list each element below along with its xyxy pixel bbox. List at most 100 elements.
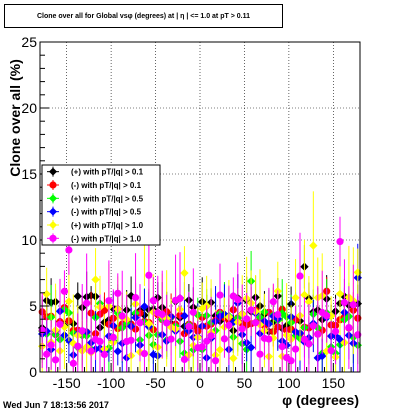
data-point	[247, 306, 255, 314]
data-point	[309, 241, 318, 250]
y-tick-label: 10	[21, 232, 37, 248]
data-point	[113, 347, 122, 356]
data-point	[327, 347, 335, 355]
data-point	[87, 347, 95, 355]
x-tick-label: 0	[196, 375, 204, 391]
legend-marker	[49, 194, 57, 203]
data-point	[238, 325, 246, 333]
data-point	[78, 327, 86, 335]
data-point	[296, 272, 304, 280]
legend-label: (-) with pT/|q| > 1.0	[71, 234, 142, 243]
data-point	[215, 345, 225, 354]
data-point	[234, 296, 242, 304]
x-axis-label: φ (degrees)	[282, 392, 359, 408]
y-axis-label: Clone over all (%)	[7, 59, 23, 176]
data-point	[43, 350, 51, 358]
legend-label: (-) with pT/|q| > 0.1	[71, 181, 142, 190]
data-point	[274, 310, 282, 319]
data-point	[300, 335, 309, 343]
data-point	[309, 322, 317, 330]
data-point	[251, 319, 260, 327]
data-point	[158, 310, 166, 319]
data-point	[349, 301, 357, 309]
data-point	[345, 323, 353, 332]
x-tick-label: 100	[277, 375, 301, 391]
data-point	[220, 335, 229, 343]
data-point	[91, 275, 100, 284]
legend: (+) with pT/|q| > 0.1 (-) with pT/|q| > 0…	[41, 164, 161, 246]
data-point	[74, 342, 82, 350]
x-tick-label: -100	[97, 375, 125, 391]
data-point	[167, 335, 175, 343]
legend-label: (+) with pT/|q| > 0.5	[71, 194, 144, 203]
data-point	[140, 302, 149, 311]
data-point	[100, 350, 109, 359]
legend-box	[41, 164, 161, 246]
data-point	[291, 345, 300, 353]
data-point	[131, 293, 140, 302]
legend-marker	[49, 221, 57, 229]
legend-marker	[49, 181, 57, 189]
x-tick-label: -150	[53, 375, 81, 391]
data-point	[340, 298, 349, 307]
data-point	[243, 315, 251, 323]
data-point	[335, 289, 345, 299]
data-point	[265, 335, 273, 343]
data-point	[225, 321, 233, 329]
data-point	[73, 292, 82, 301]
data-point	[140, 349, 149, 358]
data-point	[114, 289, 122, 297]
legend-label: (-) with pT/|q| > 0.5	[71, 208, 142, 217]
data-point	[180, 311, 189, 321]
data-point	[216, 291, 224, 299]
data-point	[145, 271, 153, 279]
data-point	[203, 337, 211, 345]
data-point	[65, 246, 73, 254]
y-tick-label: 0	[29, 364, 37, 380]
x-tick-label: -50	[145, 375, 165, 391]
data-point	[269, 298, 277, 306]
data-point	[318, 351, 327, 361]
legend-marker	[49, 167, 57, 176]
data-point	[96, 337, 104, 346]
timestamp: Wed Jun 7 18:13:56 2017	[3, 400, 109, 410]
data-point	[353, 268, 362, 277]
legend-label: (+) with pT/|q| > 1.0	[71, 221, 144, 230]
data-layer	[38, 191, 362, 372]
data-point	[64, 297, 74, 306]
data-point	[56, 320, 64, 328]
data-point	[305, 340, 313, 348]
legend-marker	[49, 207, 57, 216]
y-tick-label: 5	[29, 298, 37, 314]
legend-label: (+) with pT/|q| > 0.1	[71, 168, 144, 177]
data-point	[42, 289, 51, 299]
data-point	[323, 312, 331, 320]
data-point	[300, 290, 309, 300]
data-point	[185, 322, 193, 331]
x-tick-label: 150	[322, 375, 346, 391]
data-point	[83, 299, 91, 307]
data-point	[149, 297, 157, 305]
data-point	[211, 357, 220, 365]
data-point	[180, 355, 189, 363]
data-point	[127, 336, 135, 344]
data-point	[144, 319, 154, 328]
y-tick-label: 20	[21, 100, 37, 116]
data-point	[291, 293, 300, 302]
legend-marker	[49, 234, 57, 242]
data-point	[336, 237, 344, 246]
data-point	[180, 268, 189, 278]
data-point	[246, 343, 256, 352]
chart-title: Clone over all for Global vsφ (degrees) …	[4, 4, 283, 28]
data-point	[331, 327, 340, 336]
data-point	[314, 330, 322, 338]
data-point	[278, 343, 286, 351]
data-point	[51, 356, 60, 364]
data-point	[287, 357, 295, 365]
data-point	[189, 308, 197, 316]
data-point	[118, 312, 126, 320]
data-point	[105, 297, 113, 305]
data-point	[69, 359, 77, 367]
data-point	[163, 319, 171, 327]
